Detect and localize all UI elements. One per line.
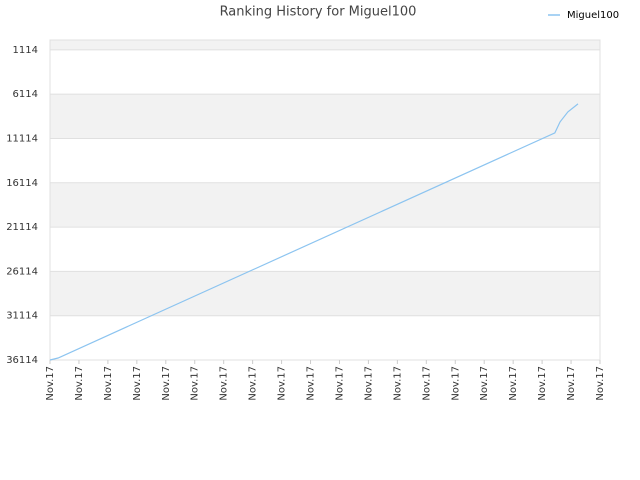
x-tick-label: Nov.17 [103, 366, 114, 401]
plot-band [50, 182, 600, 228]
plot-band [50, 94, 600, 139]
chart-title: Ranking History for Miguel100 [220, 5, 417, 20]
x-tick-label: Nov.17 [190, 366, 201, 401]
x-tick-label: Nov.17 [392, 366, 403, 401]
plot-band [50, 40, 600, 50]
plot-band [50, 271, 600, 316]
x-tick-label: Nov.17 [277, 366, 288, 401]
legend-label: Miguel100 [567, 10, 619, 21]
x-tick-label: Nov.17 [450, 366, 461, 401]
x-tick-label: Nov.17 [306, 366, 317, 401]
x-tick-label: Nov.17 [161, 366, 172, 401]
x-tick-label: Nov.17 [363, 366, 374, 401]
x-tick-label: Nov.17 [45, 366, 56, 401]
line [49, 103, 579, 361]
x-tick-label: Nov.17 [508, 366, 519, 401]
x-tick-label: Nov.17 [132, 366, 143, 401]
x-tick-label: Nov.17 [595, 366, 606, 401]
x-tick-label: Nov.17 [479, 366, 490, 401]
x-tick-label: Nov.17 [537, 366, 548, 401]
x-tick-label: Nov.17 [334, 366, 345, 401]
x-tick-label: Nov.17 [74, 366, 85, 401]
y-tick-label: 1114 [13, 45, 38, 56]
y-tick-label: 6114 [13, 89, 38, 100]
y-tick-label: 11114 [6, 133, 38, 144]
plot-border [49, 39, 601, 361]
x-tick-label: Nov.17 [248, 366, 259, 401]
y-tick-label: 31114 [6, 311, 38, 322]
x-tick-label: Nov.17 [566, 366, 577, 401]
y-tick-label: 26114 [6, 266, 38, 277]
y-tick-label: 36114 [6, 355, 38, 366]
x-tick-label: Nov.17 [421, 366, 432, 401]
y-tick-label: 16114 [6, 178, 38, 189]
y-tick-label: 21114 [6, 222, 38, 233]
x-tick-label: Nov.17 [219, 366, 230, 401]
